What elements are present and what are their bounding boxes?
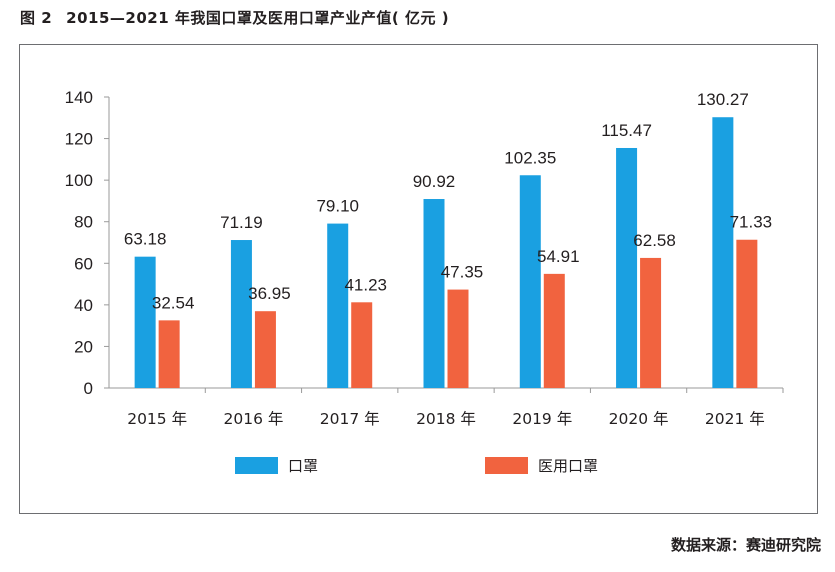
data-label: 62.58 [633,231,676,250]
bar-medical-mask [640,257,662,388]
chart-frame [19,44,818,514]
bar-mask [230,240,252,388]
x-tick-label: 2019 年 [512,410,572,428]
data-label: 71.33 [730,213,773,232]
data-label: 63.18 [124,230,167,249]
legend-label: 医用口罩 [538,457,598,475]
data-label: 130.27 [697,90,749,109]
y-tick-label: 60 [74,254,93,273]
data-label: 90.92 [413,172,456,191]
x-tick-label: 2015 年 [127,410,187,428]
bar-medical-mask [351,302,373,388]
data-label: 115.47 [601,121,652,140]
y-tick-label: 80 [74,213,93,232]
data-label: 79.10 [316,197,359,216]
figure-title-text: 2015—2021 年我国口罩及医用口罩产业产值( 亿元 ) [66,9,450,27]
bar-medical-mask [736,239,758,388]
bar-medical-mask [543,273,565,388]
bar-medical-mask [158,320,180,388]
bar-mask [712,117,734,389]
x-tick-label: 2020 年 [609,410,669,428]
legend-swatch [235,457,278,474]
figure-number: 图 2 [20,9,53,27]
x-tick-label: 2021 年 [705,410,765,428]
bar-mask [423,199,445,388]
data-label: 41.23 [344,275,387,294]
bar-medical-mask [254,311,276,388]
bar-medical-mask [447,289,469,388]
y-tick-label: 40 [74,296,93,315]
bar-mask [134,256,156,388]
data-label: 54.91 [537,247,580,266]
x-tick-label: 2016 年 [223,410,283,428]
legend-swatch [485,457,528,474]
y-tick-label: 20 [74,337,93,356]
x-tick-label: 2018 年 [416,410,476,428]
bar-mask [519,175,541,388]
legend-label: 口罩 [288,457,318,475]
y-tick-label: 0 [84,379,93,398]
y-tick-label: 120 [65,130,93,149]
bar-mask [616,147,638,388]
x-tick-label: 2017 年 [320,410,380,428]
data-label: 47.35 [441,263,484,282]
figure-title: 图 2 2015—2021 年我国口罩及医用口罩产业产值( 亿元 ) [20,7,449,28]
data-label: 102.35 [504,148,556,167]
data-label: 32.54 [152,293,195,312]
data-label: 36.95 [248,284,291,303]
bar-mask [327,223,349,388]
y-tick-label: 100 [65,171,93,190]
source-note: 数据来源：赛迪研究院 [670,536,821,554]
data-label: 71.19 [220,213,263,232]
y-tick-label: 140 [65,88,93,107]
